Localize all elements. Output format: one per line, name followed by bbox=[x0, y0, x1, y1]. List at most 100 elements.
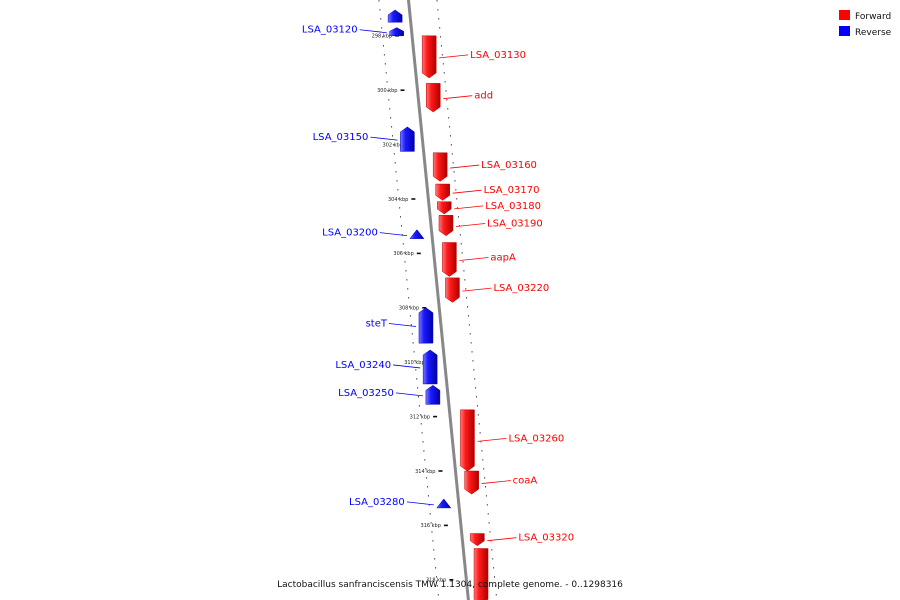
guide-dot bbox=[477, 414, 479, 416]
guide-dot bbox=[468, 324, 470, 326]
guide-dot bbox=[422, 441, 424, 443]
guide-dot bbox=[403, 252, 405, 254]
guide-dot bbox=[448, 117, 450, 119]
gene-label-lsa_03190: LSA_03190 bbox=[487, 219, 543, 230]
guide-dot bbox=[393, 153, 395, 155]
guide-dot bbox=[464, 279, 466, 281]
scale-tick bbox=[400, 89, 405, 91]
guide-dot bbox=[405, 270, 407, 272]
guide-dot bbox=[452, 162, 454, 164]
guide-dot bbox=[459, 234, 461, 236]
guide-dot bbox=[435, 567, 437, 569]
guide-dot bbox=[451, 153, 453, 155]
guide-dot bbox=[412, 342, 414, 344]
scale-tick-label: 312 kbp bbox=[410, 414, 430, 420]
guide-dot bbox=[386, 81, 388, 83]
guide-dot bbox=[419, 414, 421, 416]
gene-label-leader bbox=[379, 232, 407, 237]
gene-lsa_03190-arrow bbox=[438, 215, 454, 237]
guide-dot bbox=[490, 540, 492, 542]
guide-dot bbox=[491, 549, 493, 551]
guide-dot bbox=[439, 27, 441, 29]
guide-dot bbox=[404, 261, 406, 263]
guide-dot bbox=[415, 369, 417, 371]
gene-label-leader bbox=[393, 364, 421, 369]
gene-aapa-arrow bbox=[442, 242, 457, 277]
strand-guide-dots bbox=[378, 0, 497, 596]
guide-dot bbox=[481, 450, 483, 452]
guide-dot bbox=[408, 297, 410, 299]
guide-dot bbox=[462, 261, 464, 263]
guide-dot bbox=[470, 342, 472, 344]
gene-label-leader bbox=[462, 287, 492, 292]
gene-label-stet: steT bbox=[366, 318, 388, 329]
scale-tick bbox=[449, 579, 454, 581]
gene-label-lsa_03170: LSA_03170 bbox=[484, 185, 540, 196]
backbone-line bbox=[406, 0, 470, 600]
guide-dot bbox=[471, 351, 473, 353]
guide-dot bbox=[410, 324, 412, 326]
gene-label-lsa_03130: LSA_03130 bbox=[470, 50, 526, 61]
guide-dot bbox=[476, 405, 478, 407]
guide-dot bbox=[396, 180, 398, 182]
guide-dot bbox=[391, 126, 393, 128]
guide-dot bbox=[418, 405, 420, 407]
guide-dot bbox=[456, 198, 458, 200]
guide-dot bbox=[382, 45, 384, 47]
guide-dot bbox=[398, 198, 400, 200]
guide-dot bbox=[383, 54, 385, 56]
guide-dot bbox=[431, 531, 433, 533]
guide-dot bbox=[441, 54, 443, 56]
guide-dot bbox=[476, 396, 478, 398]
guide-dot bbox=[437, 9, 439, 11]
guide-dot bbox=[493, 576, 495, 578]
guide-dot bbox=[435, 576, 437, 578]
guide-dot bbox=[424, 459, 426, 461]
guide-dot bbox=[446, 99, 448, 101]
guide-dot bbox=[449, 135, 451, 137]
gene-label-leader bbox=[454, 205, 484, 210]
gene-label-leader bbox=[477, 438, 507, 442]
guide-dot bbox=[450, 144, 452, 146]
guide-dot bbox=[394, 162, 396, 164]
guide-dot bbox=[460, 243, 462, 245]
gene-label-lsa_03180: LSA_03180 bbox=[485, 201, 541, 212]
guide-dot bbox=[402, 243, 404, 245]
guide-dot bbox=[411, 333, 413, 335]
guide-dot bbox=[443, 72, 445, 74]
gene-lsa_03120-arrow bbox=[389, 27, 404, 37]
gene-label-lsa_03220: LSA_03220 bbox=[493, 283, 549, 294]
guide-dot bbox=[480, 441, 482, 443]
scale-tick-label: 300 kbp bbox=[377, 88, 397, 94]
guide-dot bbox=[388, 99, 390, 101]
guide-dot bbox=[409, 315, 411, 317]
genome-backbone bbox=[406, 0, 470, 600]
guide-dot bbox=[479, 432, 481, 434]
gene-label-leader bbox=[450, 164, 480, 169]
guide-dot bbox=[438, 18, 440, 20]
gene-label-lsa_03260: LSA_03260 bbox=[508, 433, 564, 444]
map-caption: Lactobacillus sanfranciscensis TMW 1.130… bbox=[277, 580, 623, 590]
scale-tick-label: 306 kbp bbox=[393, 251, 413, 257]
guide-dot bbox=[440, 36, 442, 38]
gene-label-leader bbox=[388, 323, 417, 327]
guide-dot bbox=[382, 36, 384, 38]
gene-label-leader bbox=[452, 189, 482, 194]
guide-dot bbox=[433, 549, 435, 551]
guide-dot bbox=[389, 108, 391, 110]
gene-features bbox=[387, 9, 489, 600]
guide-dot bbox=[409, 306, 411, 308]
guide-dot bbox=[442, 63, 444, 65]
gene-coaa-arrow bbox=[464, 470, 479, 495]
legend: Forward Reverse bbox=[839, 10, 892, 38]
gene-label-lsa_03240: LSA_03240 bbox=[335, 360, 391, 371]
gene-label-lsa_03120: LSA_03120 bbox=[302, 25, 358, 36]
guide-dot bbox=[387, 90, 389, 92]
guide-dot bbox=[458, 216, 460, 218]
guide-dot bbox=[430, 522, 432, 524]
guide-dot bbox=[406, 279, 408, 281]
scale-tick-label: 318 kbp bbox=[426, 578, 446, 584]
guide-dot bbox=[414, 360, 416, 362]
legend-label-reverse: Reverse bbox=[855, 28, 892, 38]
